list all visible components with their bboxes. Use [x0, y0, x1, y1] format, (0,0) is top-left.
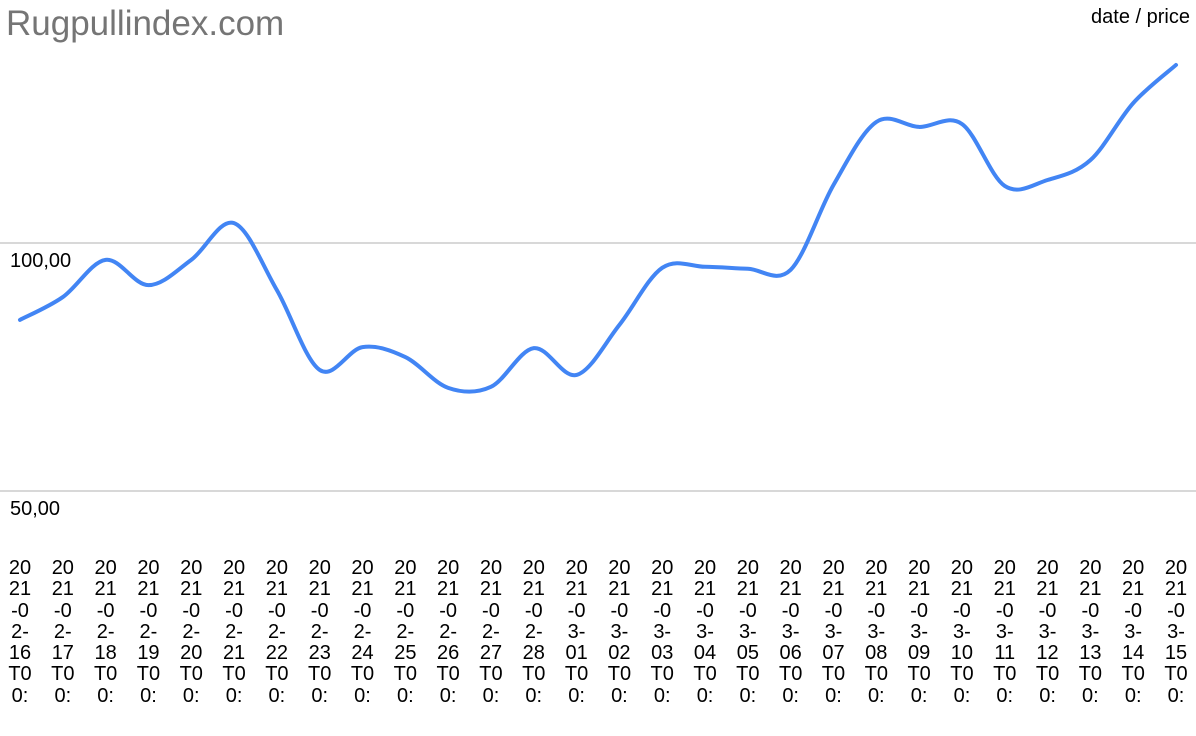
- chart-title: Rugpullindex.com: [6, 4, 284, 43]
- x-tick-label: 2021-02-20T00:: [179, 557, 203, 707]
- x-tick-label: 2021-03-08T00:: [864, 557, 888, 707]
- x-tick-label: 2021-02-27T00:: [479, 557, 503, 707]
- y-tick-label: 100,00: [10, 250, 71, 272]
- x-tick-label: 2021-03-07T00:: [821, 557, 846, 707]
- x-tick-label: 2021-03-14T00:: [1121, 557, 1145, 707]
- x-tick-label: 2021-03-03T00:: [650, 557, 674, 707]
- x-tick-label: 2021-02-16T00:: [8, 557, 32, 707]
- x-tick-label: 2021-03-11T00:: [993, 557, 1017, 707]
- x-tick-label: 2021-02-28T00:: [522, 557, 546, 707]
- x-tick-label: 2021-03-15T00:: [1164, 557, 1188, 707]
- x-tick-label: 2021-02-19T00:: [136, 557, 161, 707]
- x-tick-label: 2021-03-13T00:: [1078, 557, 1103, 707]
- x-tick-label: 2021-02-22T00:: [265, 557, 289, 707]
- x-tick-label: 2021-03-01T00:: [564, 557, 589, 707]
- x-tick-label: 2021-03-06T00:: [778, 557, 803, 707]
- line-series: [18, 62, 1178, 394]
- x-tick-label: 2021-02-25T00:: [393, 557, 417, 707]
- x-tick-label: 2021-02-24T00:: [350, 557, 375, 707]
- y-tick-label: 50,00: [10, 498, 60, 520]
- x-tick-label: 2021-03-04T00:: [693, 557, 717, 707]
- x-tick-label: 2021-02-18T00:: [93, 557, 118, 707]
- legend-label: date / price: [1091, 6, 1190, 28]
- x-tick-label: 2021-03-05T00:: [736, 557, 760, 707]
- x-tick-label: 2021-02-17T00:: [51, 557, 75, 707]
- x-tick-label: 2021-03-12T00:: [1035, 557, 1060, 707]
- x-tick-label: 2021-03-02T00:: [607, 557, 632, 707]
- x-tick-label: 2021-03-10T00:: [950, 557, 974, 707]
- x-tick-label: 2021-02-21T00:: [222, 557, 246, 707]
- x-tick-label: 2021-03-09T00:: [907, 557, 931, 707]
- x-tick-label: 2021-02-23T00:: [308, 557, 332, 707]
- x-tick-label: 2021-02-26T00:: [436, 557, 460, 707]
